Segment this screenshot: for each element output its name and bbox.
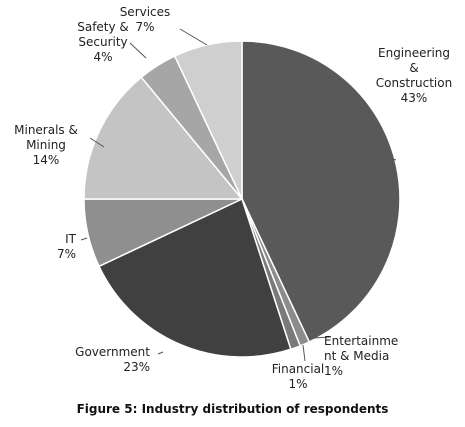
leader-line-minerals-mining xyxy=(89,137,105,148)
leader-line-engineering-construction xyxy=(373,133,397,161)
slice-percent: 1% xyxy=(288,377,307,391)
slice-name-line: Engineering xyxy=(378,46,450,60)
slice-labels: Engineering & Construction 43% Entertainme nt… xyxy=(14,5,452,391)
slice-label-government: Government 23% xyxy=(75,345,150,374)
slice-label-engineering-construction: Engineering & Construction 43% xyxy=(376,46,452,105)
leader-line-entertainment-media xyxy=(312,336,332,339)
slice-name-line: Financial xyxy=(272,362,325,376)
slice-label-entertainment-media: Entertainme nt & Media 1% xyxy=(324,334,398,378)
slice-label-financial: Financial 1% xyxy=(272,362,325,391)
slice-label-safety-security: Safety & Security 4% xyxy=(77,20,129,64)
leader-line-government xyxy=(157,351,164,355)
leader-line-financial xyxy=(302,344,306,362)
pie-slice-minerals-mining xyxy=(83,76,244,200)
slice-name-line: Safety & xyxy=(77,20,129,34)
pie-slice-engineering-construction xyxy=(241,40,401,343)
slice-name-line: Government xyxy=(75,345,150,359)
pie-slices xyxy=(83,40,401,358)
pie-slice-services xyxy=(173,40,243,200)
slice-percent: 1% xyxy=(324,364,343,378)
slice-name-line: Security xyxy=(78,35,127,49)
leader-line-safety-security xyxy=(129,42,147,59)
slice-name-line: Construction xyxy=(376,76,452,90)
slice-name-line: Minerals & xyxy=(14,123,78,137)
pie-slice-government xyxy=(98,197,292,358)
figure-caption: Figure 5: Industry distribution of respo… xyxy=(76,402,389,416)
slice-percent: 43% xyxy=(401,91,428,105)
slice-percent: 7% xyxy=(57,247,76,261)
slice-percent: 4% xyxy=(93,50,112,64)
slice-name-line: IT xyxy=(65,232,77,246)
slice-label-services: Services 7% xyxy=(120,5,171,34)
leader-line-services xyxy=(179,28,208,46)
slice-name-line: Services xyxy=(120,5,171,19)
slice-name-line: nt & Media xyxy=(324,349,389,363)
slice-name-line: Mining xyxy=(26,138,66,152)
leader-line-it xyxy=(80,237,88,241)
slice-name-line: & xyxy=(409,61,418,75)
slice-percent: 7% xyxy=(135,20,154,34)
slice-label-it: IT 7% xyxy=(57,232,77,261)
slice-label-minerals-mining: Minerals & Mining 14% xyxy=(14,123,78,167)
slice-name-line: Entertainme xyxy=(324,334,398,348)
slice-percent: 14% xyxy=(33,153,60,167)
slice-percent: 23% xyxy=(123,360,150,374)
